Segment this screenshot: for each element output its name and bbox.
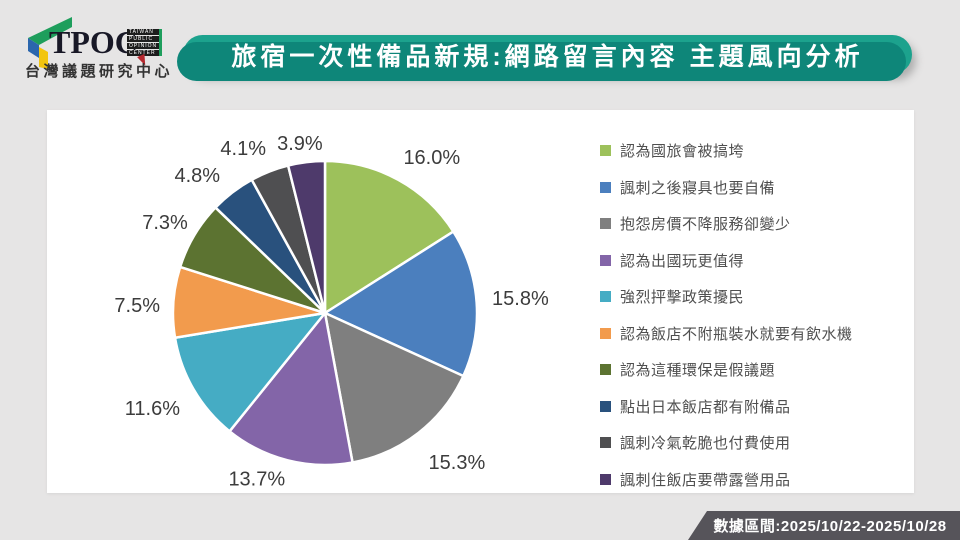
pie-slice — [228, 311, 354, 467]
pie-chart: 16.0% 15.8% 15.3% 13.7% 11.6% 7.5% 7.3% 4.8% 4.1… — [114, 133, 549, 491]
legend-swatch-icon — [600, 291, 611, 302]
legend-label: 認為這種環保是假議題 — [620, 362, 776, 379]
legend-item: 認為飯店不附瓶裝水就要有飲水機 — [600, 325, 853, 343]
legend-label: 抱怨房價不降服務卻變少 — [620, 216, 791, 233]
pie-data-label: 3.9% — [277, 133, 323, 155]
data-range-banner: 數據區間:2025/10/22-2025/10/28 — [688, 511, 960, 540]
legend-label: 認為出國玩更值得 — [620, 252, 745, 270]
legend: 認為國旅會被搞垮諷刺之後寢具也要自備 抱怨房價不降服務卻變少 認為出國玩更值得 強烈抨… — [600, 143, 853, 489]
title-banner: 旅宿一次性備品新規:網路留言內容 主題風向分析 — [177, 35, 912, 81]
pie-data-label: 7.5% — [114, 295, 160, 317]
logo-mini-line: PUBLIC — [127, 36, 160, 42]
page-title: 旅宿一次性備品新規:網路留言內容 主題風向分析 — [231, 42, 864, 71]
legend-swatch-icon — [600, 218, 611, 229]
legend-label: 認為飯店不附瓶裝水就要有飲水機 — [620, 325, 853, 343]
pie-slice — [286, 159, 327, 315]
pie-data-label: 16.0% — [403, 147, 460, 169]
legend-item: 認為出國玩更值得 — [600, 252, 853, 270]
legend-swatch-icon — [600, 437, 611, 448]
tpoc-logo-mark-icon — [28, 17, 72, 69]
pie-data-label: 11.6% — [125, 398, 180, 420]
logo-mini-text: TAIWAN PUBLIC OPINION CENTER — [127, 29, 163, 56]
pie-slice — [323, 230, 479, 378]
legend-label: 認為國旅會被搞垮 — [620, 143, 745, 160]
pie-slice — [323, 159, 455, 315]
legend-item: 抱怨房價不降服務卻變少 — [600, 216, 853, 233]
pie-data-label: 7.3% — [142, 212, 188, 234]
legend-swatch-icon — [600, 364, 611, 375]
legend-swatch-icon — [600, 181, 611, 193]
legend-swatch-icon — [600, 473, 611, 485]
logo-mini-line: CENTER — [127, 50, 160, 56]
legend-item: 強烈抨擊政策擾民 — [600, 289, 853, 306]
logo-subtitle: 台灣議題研究中心 — [25, 63, 174, 80]
legend-label: 諷刺之後寢具也要自備 — [620, 179, 776, 197]
pie-data-label: 15.3% — [429, 452, 486, 474]
logo-mini-line: TAIWAN — [127, 29, 160, 35]
tpoc-logo: TPOC TAIWAN PUBLIC OPINION CENTER 台灣議題研究… — [18, 8, 178, 86]
legend-item: 諷刺住飯店要帶露營用品 — [600, 471, 853, 489]
chart-card: 16.0% 15.8% 15.3% 13.7% 11.6% 7.5% 7.3% 4.8% 4.1… — [47, 110, 914, 493]
pie-slice — [173, 311, 327, 433]
pie-slice — [323, 311, 465, 464]
legend-swatch-icon — [600, 254, 611, 266]
pie-data-label: 4.8% — [175, 165, 221, 187]
legend-swatch-icon — [600, 400, 611, 412]
legend-item: 認為這種環保是假議題 — [600, 362, 853, 379]
data-range-label: 數據區間:2025/10/22-2025/10/28 — [713, 518, 947, 535]
pie-data-label: 13.7% — [228, 469, 285, 491]
pie-data-label: 15.8% — [492, 288, 549, 310]
logo-acronym: TPOC — [49, 24, 138, 60]
legend-label: 諷刺冷氣乾脆也付費使用 — [620, 435, 791, 452]
legend-item: 點出日本飯店都有附備品 — [600, 398, 853, 416]
legend-label: 諷刺住飯店要帶露營用品 — [620, 471, 791, 489]
legend-swatch-icon — [600, 145, 611, 156]
logo-mini-line: OPINION — [127, 43, 160, 49]
legend-item: 諷刺之後寢具也要自備 — [600, 179, 853, 197]
legend-item: 諷刺冷氣乾脆也付費使用 — [600, 435, 853, 452]
legend-label: 強烈抨擊政策擾民 — [620, 289, 745, 306]
legend-label: 點出日本飯店都有附備品 — [620, 398, 791, 416]
pie-data-label: 4.1% — [220, 138, 266, 160]
legend-swatch-icon — [600, 327, 611, 339]
legend-item: 認為國旅會被搞垮 — [600, 143, 853, 160]
